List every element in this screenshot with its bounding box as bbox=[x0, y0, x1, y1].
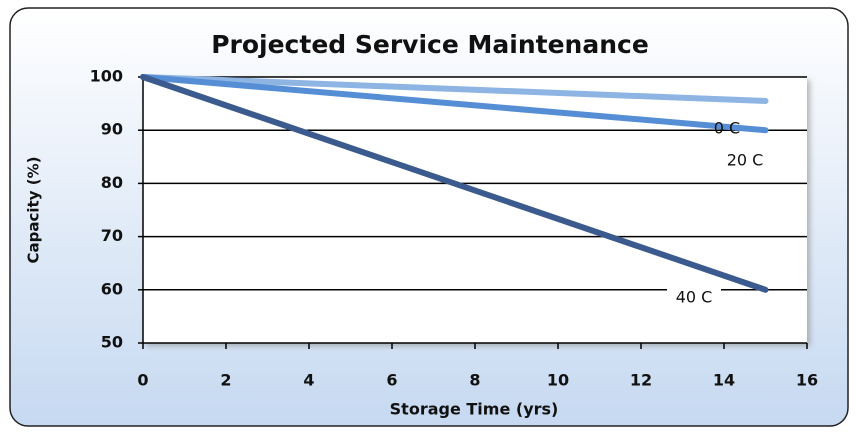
x-tick-label: 10 bbox=[547, 371, 569, 390]
x-tick-label: 14 bbox=[713, 371, 735, 390]
series-label: 0 C bbox=[714, 119, 740, 138]
x-axis-title: Storage Time (yrs) bbox=[390, 400, 559, 419]
y-tick-label: 50 bbox=[101, 333, 123, 352]
y-tick-label: 90 bbox=[101, 120, 123, 139]
series-line bbox=[140, 74, 769, 134]
chart-title: Projected Service Maintenance bbox=[211, 30, 649, 59]
x-tick-label: 16 bbox=[796, 371, 818, 390]
y-tick-label: 80 bbox=[101, 173, 123, 192]
series-label: 20 C bbox=[727, 151, 764, 170]
x-tick-label: 0 bbox=[137, 371, 148, 390]
series-line bbox=[140, 74, 769, 104]
y-tick-label: 70 bbox=[101, 226, 123, 245]
y-axis-title: Capacity (%) bbox=[25, 157, 43, 264]
series-line bbox=[140, 74, 769, 293]
y-tick-label: 60 bbox=[101, 279, 123, 298]
series-label: 40 C bbox=[676, 288, 713, 307]
y-tick-label: 100 bbox=[90, 67, 123, 86]
x-tick-label: 2 bbox=[220, 371, 231, 390]
x-tick-label: 12 bbox=[630, 371, 652, 390]
x-tick-label: 4 bbox=[303, 371, 314, 390]
x-tick-label: 6 bbox=[386, 371, 397, 390]
x-tick-label: 8 bbox=[469, 371, 480, 390]
label-box bbox=[667, 285, 721, 311]
